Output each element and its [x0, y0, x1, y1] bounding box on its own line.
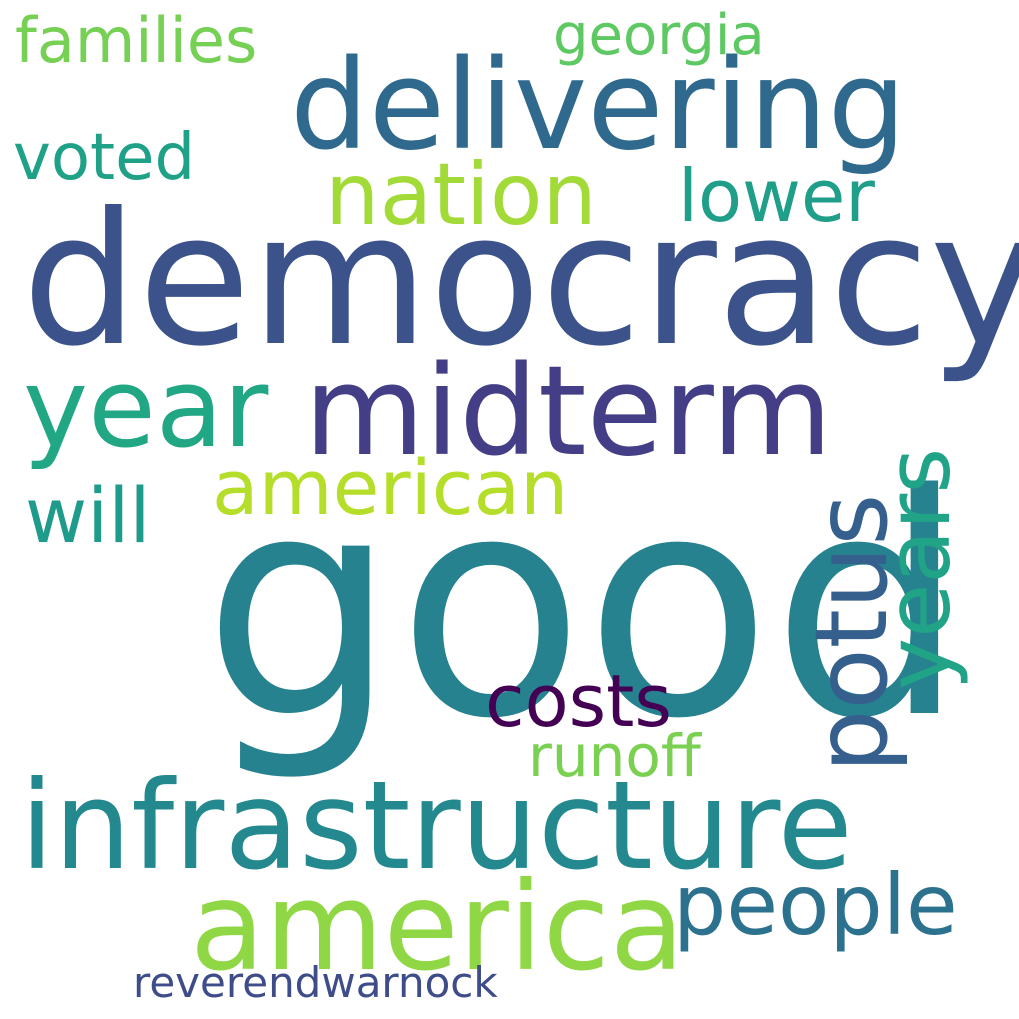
word-families: families: [15, 4, 258, 77]
word-nation: nation: [325, 145, 597, 245]
word-midterm: midterm: [304, 340, 833, 484]
word-american: american: [212, 443, 569, 532]
word-year: year: [23, 344, 269, 472]
word-reverendwarnock: reverendwarnock: [133, 958, 498, 1007]
word-delivering: delivering: [290, 34, 907, 178]
word-voted: voted: [13, 121, 196, 195]
word-democracy: democracy: [22, 174, 1019, 387]
word-runoff: runoff: [528, 722, 701, 790]
word-georgia: georgia: [553, 3, 765, 68]
word-years: years: [867, 447, 970, 690]
word-will: will: [25, 471, 151, 560]
word-lower: lower: [678, 154, 875, 238]
word-people: people: [673, 856, 958, 954]
word-costs: costs: [485, 659, 672, 743]
word-good: good: [203, 430, 966, 786]
word-infrastructure: infrastructure: [20, 755, 853, 897]
word-america: america: [190, 856, 685, 998]
